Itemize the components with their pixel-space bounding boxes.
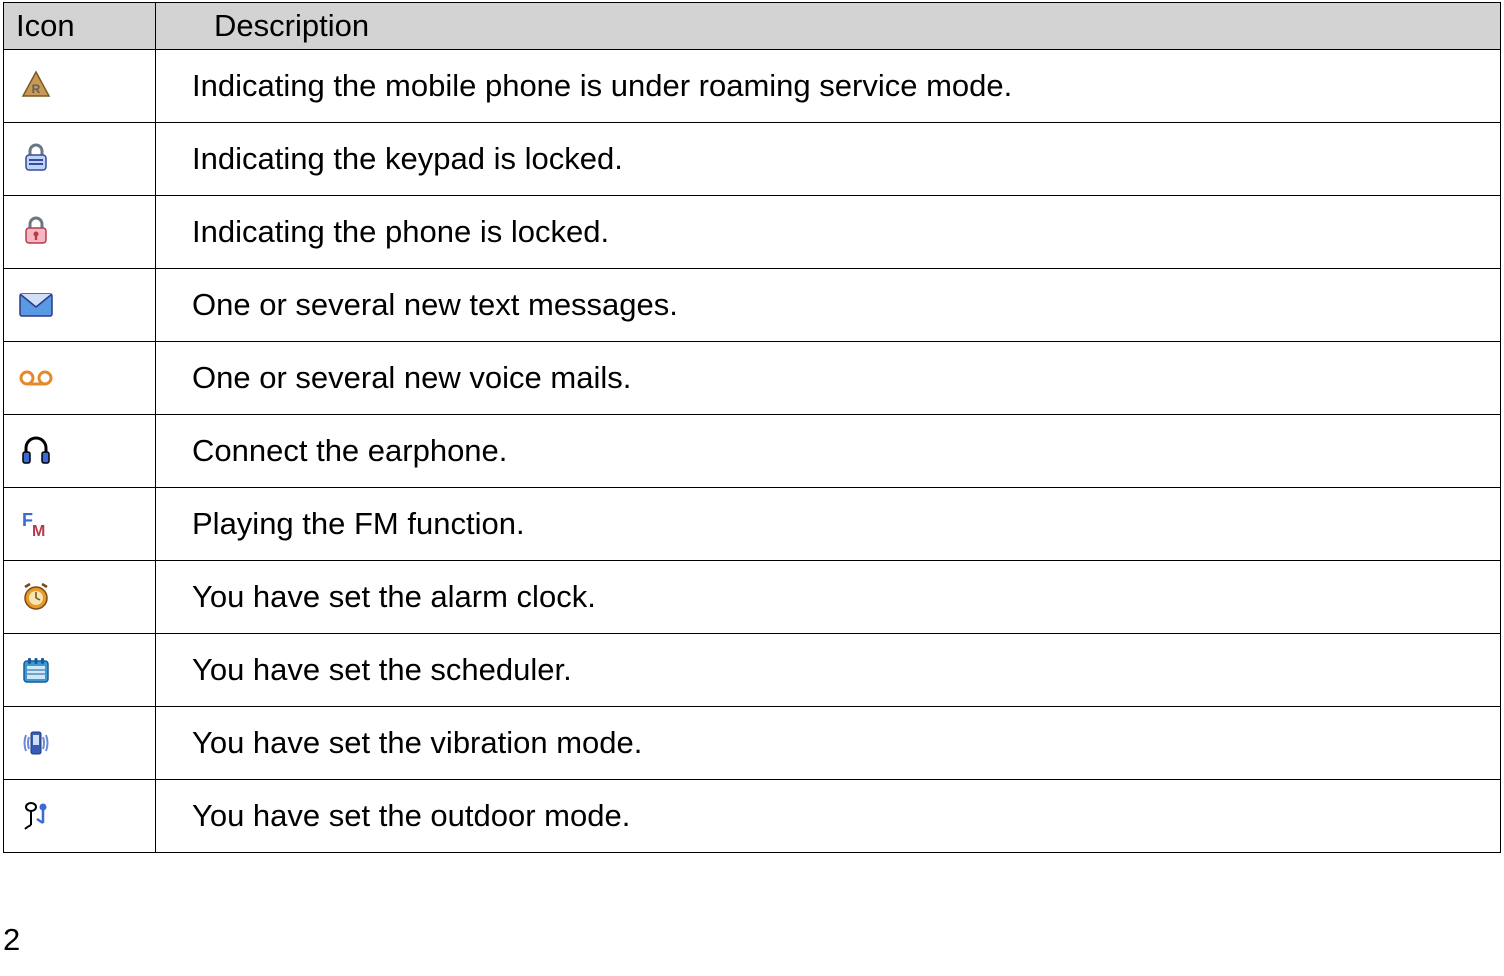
- roaming-icon: R: [18, 67, 54, 103]
- icon-description-table: Icon Description R Indicating the mobile…: [3, 2, 1501, 853]
- description-cell: One or several new text messages.: [156, 269, 1501, 342]
- table-row: One or several new text messages.: [4, 269, 1501, 342]
- description-cell: Indicating the keypad is locked.: [156, 123, 1501, 196]
- icon-cell: F M: [4, 488, 156, 561]
- page-number: 2: [3, 922, 20, 958]
- table-row: Indicating the phone is locked.: [4, 196, 1501, 269]
- description-cell: You have set the scheduler.: [156, 634, 1501, 707]
- table-row: You have set the outdoor mode.: [4, 780, 1501, 853]
- svg-text:R: R: [32, 82, 41, 96]
- description-cell: Connect the earphone.: [156, 415, 1501, 488]
- earphone-icon: [18, 432, 54, 468]
- table-row: You have set the scheduler.: [4, 634, 1501, 707]
- table-header-row: Icon Description: [4, 3, 1501, 50]
- message-icon: [18, 287, 54, 323]
- table-row: One or several new voice mails.: [4, 342, 1501, 415]
- icon-cell: [4, 342, 156, 415]
- table-row: You have set the vibration mode.: [4, 707, 1501, 780]
- scheduler-icon: [18, 652, 54, 688]
- icon-cell: [4, 415, 156, 488]
- icon-cell: [4, 707, 156, 780]
- table-row: Connect the earphone.: [4, 415, 1501, 488]
- vibration-icon: [18, 725, 54, 761]
- header-description: Description: [156, 3, 1501, 50]
- icon-cell: [4, 780, 156, 853]
- icon-cell: [4, 269, 156, 342]
- description-cell: Indicating the phone is locked.: [156, 196, 1501, 269]
- description-cell: One or several new voice mails.: [156, 342, 1501, 415]
- table-row: R Indicating the mobile phone is under r…: [4, 50, 1501, 123]
- icon-cell: R: [4, 50, 156, 123]
- outdoor-icon: [18, 797, 54, 833]
- icon-cell: [4, 123, 156, 196]
- alarm-icon: [18, 578, 54, 614]
- header-icon: Icon: [4, 3, 156, 50]
- phone-lock-icon: [18, 213, 54, 249]
- description-cell: Playing the FM function.: [156, 488, 1501, 561]
- icon-cell: [4, 634, 156, 707]
- table-row: Indicating the keypad is locked.: [4, 123, 1501, 196]
- description-cell: Indicating the mobile phone is under roa…: [156, 50, 1501, 123]
- table-row: You have set the alarm clock.: [4, 561, 1501, 634]
- description-cell: You have set the vibration mode.: [156, 707, 1501, 780]
- description-cell: You have set the outdoor mode.: [156, 780, 1501, 853]
- icon-cell: [4, 561, 156, 634]
- description-cell: You have set the alarm clock.: [156, 561, 1501, 634]
- table-row: F M Playing the FM function.: [4, 488, 1501, 561]
- svg-text:M: M: [32, 523, 45, 538]
- fm-icon: F M: [18, 506, 54, 542]
- keypad-lock-icon: [18, 140, 54, 176]
- icon-cell: [4, 196, 156, 269]
- voicemail-icon: [18, 360, 54, 396]
